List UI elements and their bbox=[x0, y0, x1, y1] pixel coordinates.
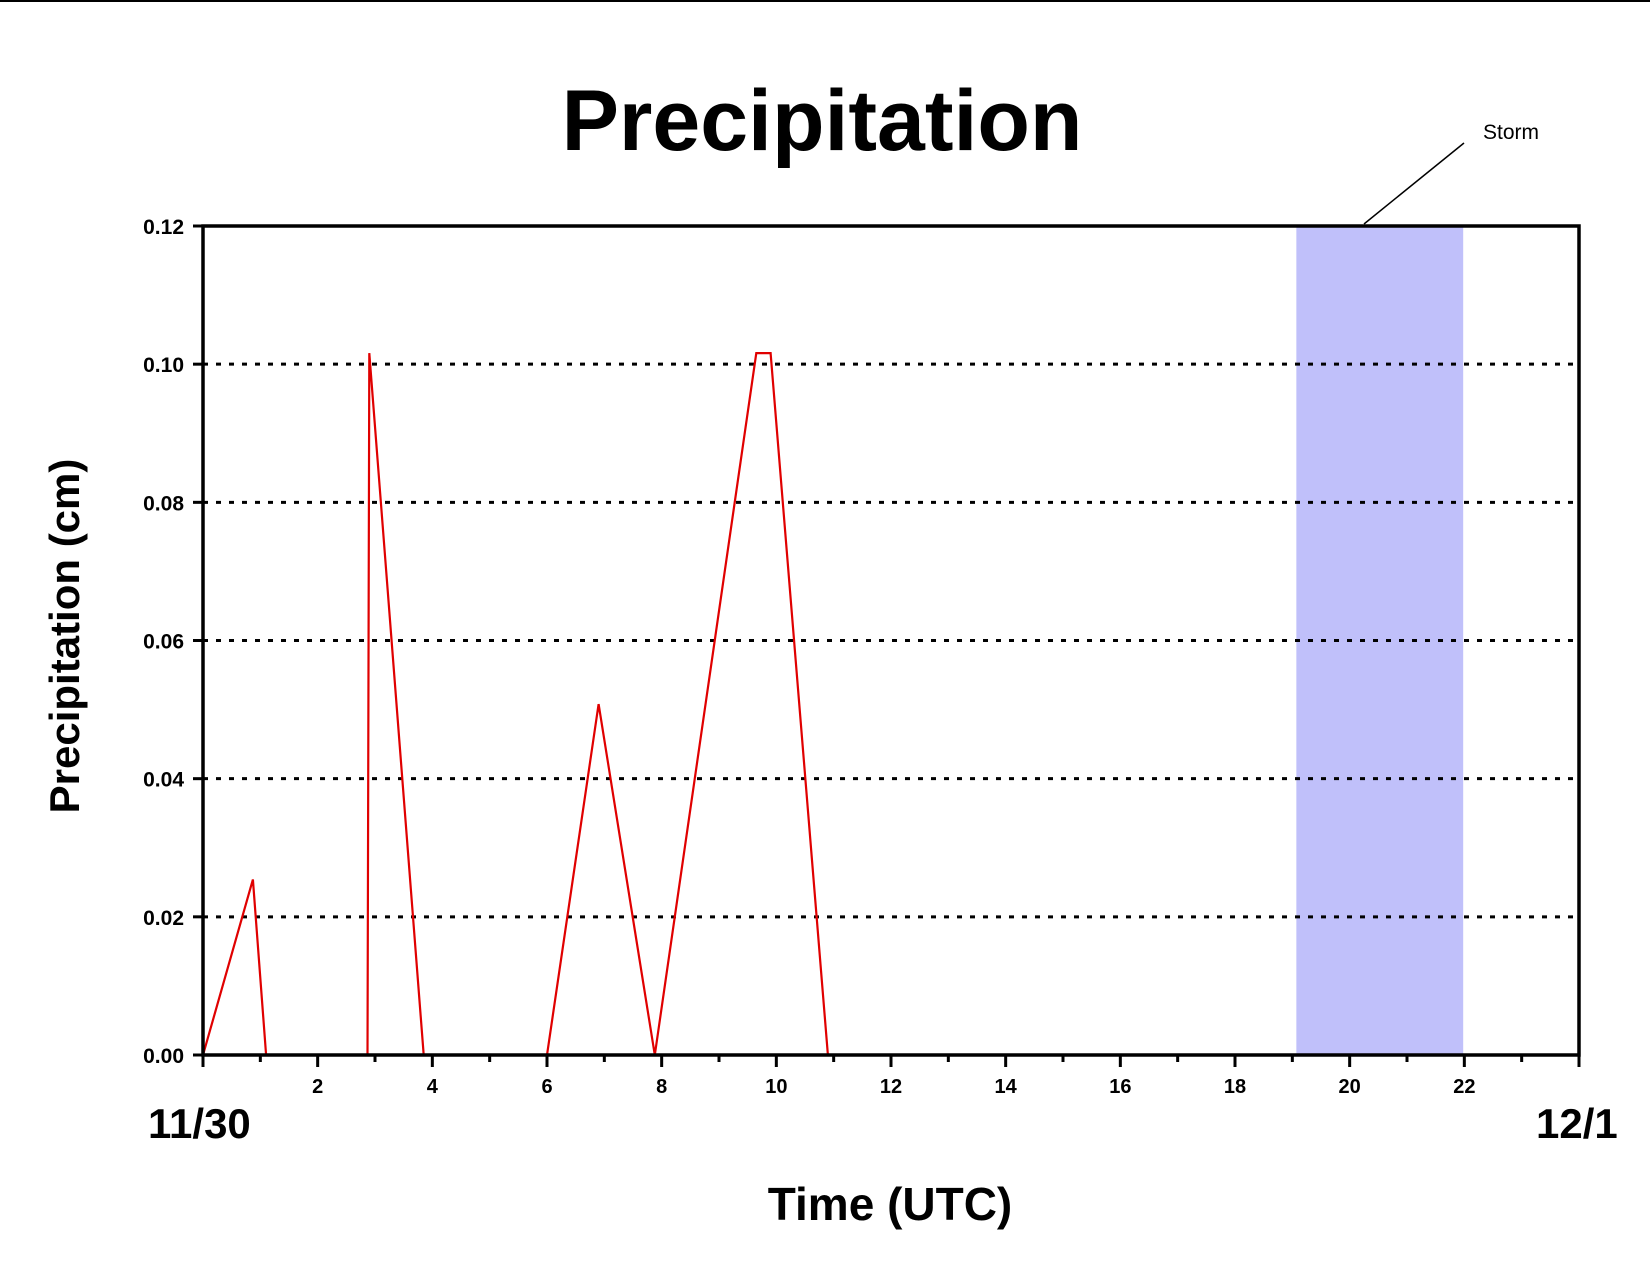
gridlines bbox=[203, 362, 1579, 919]
x-tick-label: 6 bbox=[541, 1076, 552, 1098]
x-axis-label: Time (UTC) bbox=[768, 1178, 1013, 1230]
x-tick-label: 20 bbox=[1339, 1076, 1361, 1098]
storm-annotation-label: Storm bbox=[1483, 121, 1539, 144]
x-tick-label: 8 bbox=[656, 1076, 667, 1098]
x-tick-label: 16 bbox=[1109, 1076, 1131, 1098]
chart-title: Precipitation bbox=[562, 73, 1083, 169]
x-tick-label: 4 bbox=[427, 1076, 439, 1098]
x-tick-label: 18 bbox=[1224, 1076, 1246, 1098]
y-axis-label: Precipitation (cm) bbox=[41, 459, 88, 814]
y-tick-label: 0.12 bbox=[143, 216, 184, 239]
start-date-label: 11/30 bbox=[148, 1100, 251, 1147]
storm-annotation-leader bbox=[1363, 142, 1465, 225]
y-tick-label: 0.00 bbox=[143, 1045, 184, 1068]
x-tick-label: 2 bbox=[312, 1076, 323, 1098]
y-tick-label: 0.10 bbox=[143, 354, 184, 377]
end-date-label: 12/1 bbox=[1536, 1100, 1618, 1147]
y-tick-label: 0.08 bbox=[143, 492, 184, 515]
x-tick-label: 14 bbox=[995, 1076, 1018, 1098]
y-tick-label: 0.02 bbox=[143, 907, 184, 930]
x-tick-label: 12 bbox=[880, 1076, 902, 1098]
x-axis-ticks: 2 4 6 8 10 12 14 16 18 20 22 bbox=[201, 1055, 1581, 1098]
x-tick-label: 22 bbox=[1453, 1076, 1475, 1098]
y-tick-label: 0.06 bbox=[143, 631, 184, 654]
y-tick-label: 0.04 bbox=[143, 769, 184, 792]
y-axis-ticks: 0.00 0.02 0.04 0.06 0.08 0.10 0.12 bbox=[143, 216, 203, 1068]
x-tick-label: 10 bbox=[765, 1076, 787, 1098]
